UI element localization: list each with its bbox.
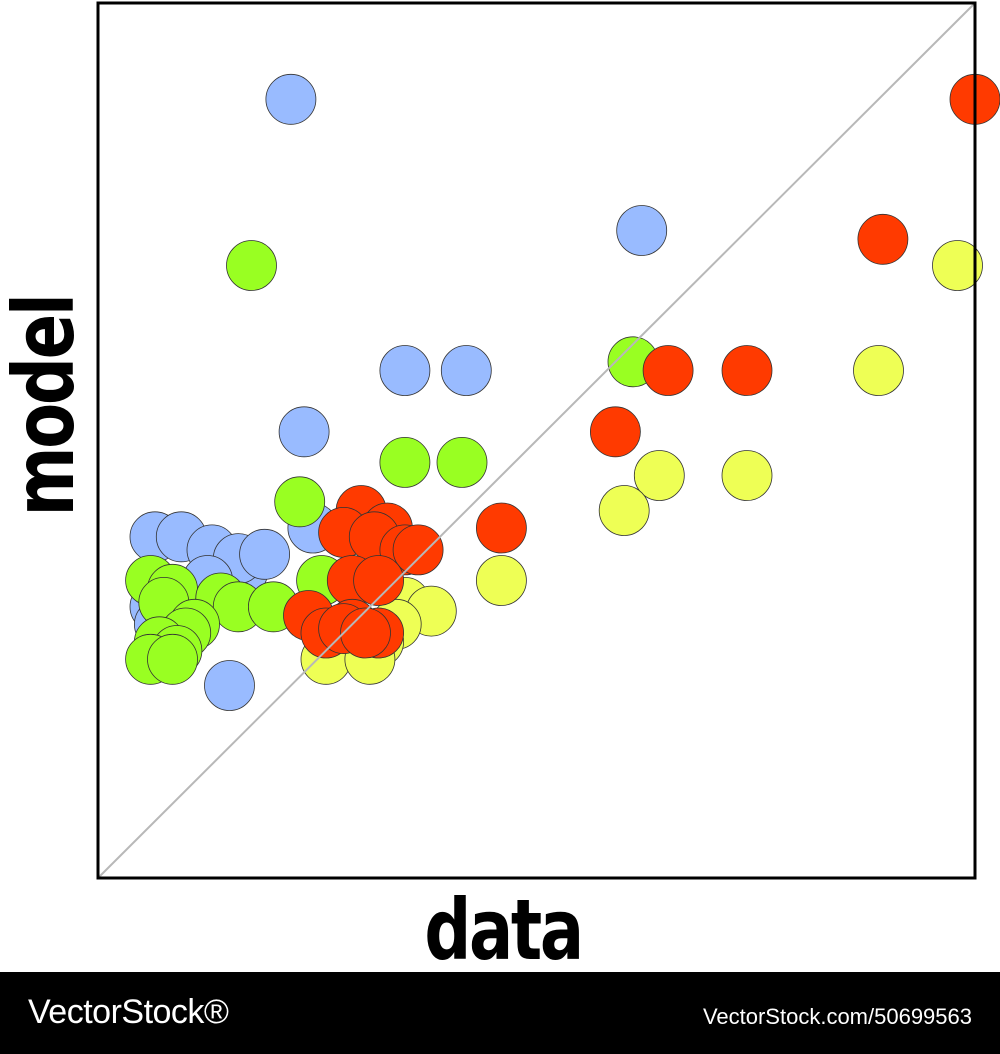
- data-point: [436, 436, 488, 488]
- data-point: [633, 450, 685, 501]
- data-point: [616, 205, 668, 256]
- data-point: [440, 345, 492, 396]
- identity-reference-line: [97, 2, 976, 879]
- data-point: [721, 345, 773, 396]
- data-point: [278, 406, 330, 458]
- data-point: [857, 213, 909, 265]
- data-point: [204, 660, 255, 711]
- data-point: [274, 476, 326, 528]
- plot-area-frame: [96, 1, 977, 880]
- data-point: [353, 555, 405, 606]
- brand-logo-text: VectorStock®: [28, 993, 229, 1031]
- data-point: [340, 607, 391, 659]
- data-point: [392, 524, 444, 576]
- data-point: [853, 345, 904, 396]
- data-point: [239, 528, 291, 580]
- data-point: [932, 240, 983, 291]
- data-point: [642, 345, 694, 396]
- image-reference-id: VectorStock.com/50699563: [702, 1004, 972, 1029]
- data-point: [265, 73, 317, 125]
- data-point: [147, 633, 198, 685]
- scatter-chart: [96, 1, 1000, 880]
- y-axis-label: model: [0, 295, 93, 517]
- data-point: [379, 345, 431, 396]
- watermark-footer: VectorStock® VectorStock.com/50699563: [0, 972, 1000, 1054]
- data-point: [598, 485, 650, 536]
- x-axis-label: data: [424, 881, 584, 979]
- data-point: [379, 436, 431, 488]
- data-points: [125, 73, 1000, 711]
- data-point: [721, 450, 773, 501]
- data-point: [590, 406, 641, 458]
- data-point: [475, 502, 527, 554]
- data-point: [226, 240, 277, 291]
- data-point: [475, 555, 527, 606]
